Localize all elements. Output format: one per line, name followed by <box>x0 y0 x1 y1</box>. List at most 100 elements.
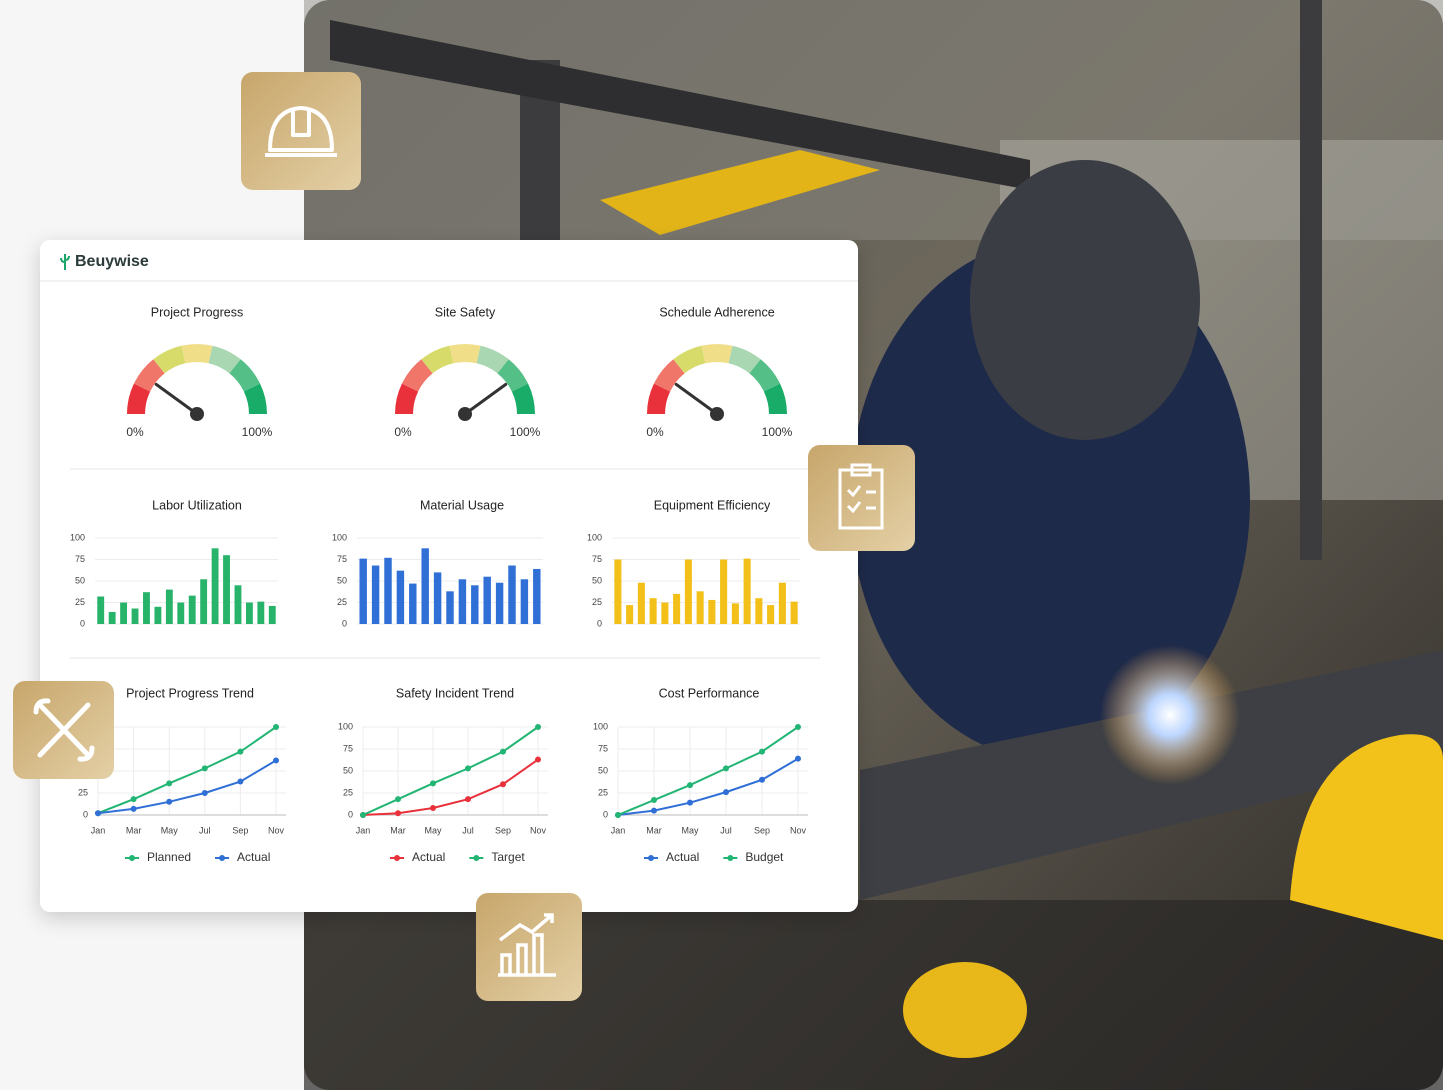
chart-title: Project Progress Trend <box>126 686 254 700</box>
data-point <box>430 780 436 787</box>
icon-tools <box>13 681 114 779</box>
data-point <box>723 789 729 796</box>
x-tick-label: Mar <box>126 825 142 835</box>
data-point <box>95 810 101 817</box>
bar <box>755 598 763 624</box>
logo-icon <box>60 254 70 270</box>
data-point <box>360 812 366 818</box>
x-tick-label: Jan <box>91 825 106 835</box>
bar <box>743 558 751 624</box>
x-tick-label: Sep <box>495 825 511 835</box>
y-tick-label: 50 <box>592 575 602 585</box>
data-point <box>201 790 208 796</box>
y-tick-label: 75 <box>598 743 608 753</box>
y-tick-label: 0 <box>597 618 602 628</box>
data-point <box>130 805 137 812</box>
gauge-segment <box>701 344 733 364</box>
ceiling <box>304 0 1443 240</box>
gauge-max-label: 100% <box>762 425 793 439</box>
y-tick-label: 100 <box>587 532 602 542</box>
bar <box>371 565 380 624</box>
gauge-min-label: 0% <box>646 425 664 439</box>
x-tick-label: Mar <box>390 825 406 835</box>
bar <box>520 579 529 624</box>
bar <box>108 611 116 624</box>
data-point <box>687 799 693 806</box>
bar <box>790 601 798 624</box>
gauge-segment <box>673 345 706 374</box>
bar <box>211 548 219 624</box>
data-point <box>651 807 657 814</box>
legend-label: Actual <box>666 850 699 864</box>
gauge-segment <box>449 344 481 364</box>
bar <box>154 606 162 624</box>
bar <box>433 572 442 624</box>
x-tick-label: Jul <box>199 825 211 835</box>
data-point <box>237 778 244 785</box>
bar <box>131 608 139 624</box>
legend-dot <box>473 855 480 861</box>
bar <box>767 605 775 624</box>
y-tick-label: 50 <box>337 575 347 585</box>
data-point <box>130 796 137 803</box>
bar <box>720 559 728 624</box>
x-tick-label: May <box>161 825 179 835</box>
gauge-segment <box>229 359 261 392</box>
x-tick-label: May <box>424 825 442 835</box>
x-tick-label: Nov <box>530 825 547 835</box>
data-point <box>759 748 765 755</box>
data-point <box>273 724 279 730</box>
chart-title: Safety Incident Trend <box>396 686 514 700</box>
legend-dot <box>129 855 135 861</box>
data-point <box>535 724 541 730</box>
table <box>304 900 1443 1090</box>
legend-dot <box>727 855 734 861</box>
bar <box>661 602 669 624</box>
legend-label: Planned <box>147 850 191 864</box>
chart-title: Material Usage <box>420 498 504 512</box>
y-tick-label: 25 <box>75 597 85 607</box>
data-point <box>166 780 173 787</box>
y-tick-label: 75 <box>75 554 85 564</box>
data-point <box>500 748 506 755</box>
bar <box>614 559 622 624</box>
x-tick-label: Sep <box>232 825 248 835</box>
data-point <box>395 796 401 803</box>
y-tick-label: 0 <box>342 618 347 628</box>
y-tick-label: 25 <box>337 597 347 607</box>
series-line <box>617 726 799 816</box>
logo: Beuywise <box>75 253 149 270</box>
bar <box>458 579 467 624</box>
gauge-needle <box>463 382 508 416</box>
gauge-segment <box>153 345 186 374</box>
y-tick-label: 0 <box>83 809 88 819</box>
bar <box>673 593 681 624</box>
y-tick-label: 25 <box>343 787 353 797</box>
y-tick-label: 25 <box>78 787 88 797</box>
data-point <box>500 781 506 788</box>
y-tick-label: 75 <box>592 554 602 564</box>
legend-dot <box>394 855 400 861</box>
data-point <box>395 810 401 817</box>
bar <box>708 599 716 624</box>
legend-dot <box>219 855 226 861</box>
bar <box>778 582 786 624</box>
data-point <box>687 782 693 789</box>
gauge-segment <box>181 344 213 364</box>
y-tick-label: 0 <box>348 809 353 819</box>
bar <box>696 591 704 624</box>
x-tick-label: Nov <box>268 825 285 835</box>
bar <box>97 596 105 624</box>
bar <box>533 568 541 624</box>
bar <box>637 582 645 624</box>
bar <box>200 579 208 624</box>
bar <box>143 592 150 624</box>
bar <box>268 605 276 624</box>
bar <box>257 601 265 624</box>
gauge-segment <box>401 359 433 392</box>
tape-measure <box>903 962 1027 1058</box>
data-point <box>465 796 471 803</box>
chart-title: Cost Performance <box>659 686 760 700</box>
icon-glyph <box>265 106 337 157</box>
